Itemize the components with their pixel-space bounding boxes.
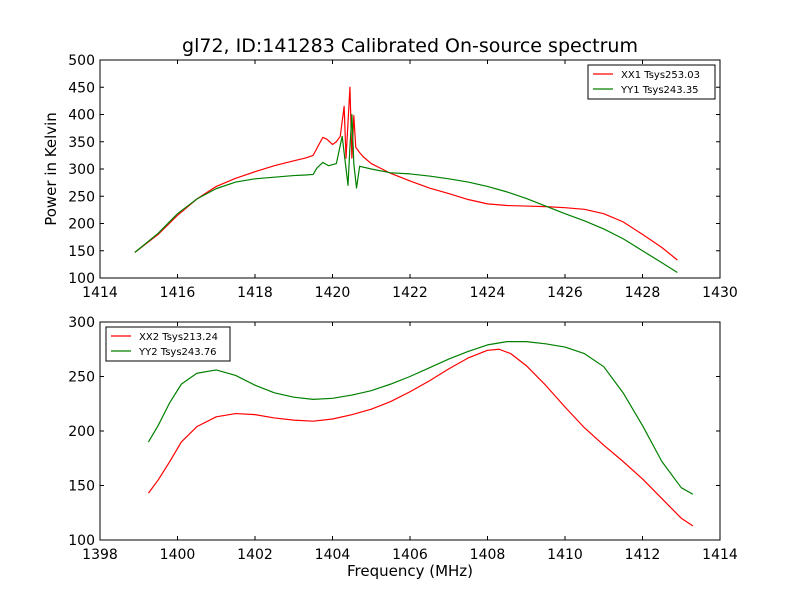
bottom-x-tick-label: 1410 [547, 547, 583, 563]
top-y-tick-label: 450 [68, 80, 95, 96]
top-x-tick-label: 1414 [82, 285, 118, 301]
bottom-legend-box [105, 326, 231, 362]
bottom-x-tick-label: 1402 [237, 547, 273, 563]
bottom-x-tick-label: 1404 [315, 547, 351, 563]
bottom-y-tick-label: 100 [68, 533, 95, 549]
top-y-tick-label: 150 [68, 244, 95, 260]
top-y-tick-label: 500 [68, 53, 95, 69]
legend-label-yy1: YY1 Tsys243.35 [620, 85, 699, 96]
bottom-x-tick-label: 1412 [625, 547, 661, 563]
top-y-tick-label: 300 [68, 162, 95, 178]
top-x-tick-label: 1426 [547, 285, 583, 301]
top-legend: XX1 Tsys253.03 YY1 Tsys243.35 [587, 64, 716, 100]
top-x-tick-label: 1418 [237, 285, 273, 301]
legend-label-xx2: XX2 Tsys213.24 [139, 332, 218, 343]
top-y-tick-label: 400 [68, 108, 95, 124]
top-x-tick-label: 1420 [315, 285, 351, 301]
top-y-tick-label: 250 [68, 189, 95, 205]
bottom-x-tick-label: 1408 [470, 547, 506, 563]
bottom-x-tick-label: 1400 [160, 547, 196, 563]
top-series-line-1 [134, 113, 678, 274]
chart-title: gl72, ID:141283 Calibrated On-source spe… [182, 35, 638, 57]
bottom-y-tick-label: 250 [68, 370, 95, 386]
bottom-series-line-0 [147, 348, 694, 527]
top-chart: 1414 1416 1418 1420 1422 1424 1426 1428 1430 100 1… [42, 53, 738, 301]
top-legend-box [587, 64, 716, 100]
bottom-series-layer [147, 341, 694, 527]
bottom-y-tick-label: 200 [68, 424, 95, 440]
top-y-tick-label: 100 [68, 271, 95, 287]
legend-label-yy2: YY2 Tsys243.76 [138, 347, 217, 358]
top-y-axis-label: Power in Kelvin [42, 112, 60, 226]
top-ticks-layer: 1414 1416 1418 1420 1422 1424 1426 1428 1430 100 1… [68, 53, 738, 301]
bottom-x-axis-label: Frequency (MHz) [347, 562, 473, 580]
bottom-x-tick-label: 1414 [702, 547, 738, 563]
bottom-ticks-layer: 1398 1400 1402 1404 1406 1408 1410 1412 1414 100 1… [68, 315, 738, 563]
bottom-y-tick-label: 300 [68, 315, 95, 331]
top-x-tick-label: 1424 [470, 285, 506, 301]
bottom-series-line-1 [147, 341, 694, 495]
top-x-tick-label: 1422 [392, 285, 428, 301]
top-y-tick-label: 350 [68, 135, 95, 151]
bottom-x-tick-label: 1398 [82, 547, 118, 563]
top-y-tick-label: 200 [68, 217, 95, 233]
top-x-tick-label: 1428 [625, 285, 661, 301]
bottom-chart: 1398 1400 1402 1404 1406 1408 1410 1412 1414 100 1… [68, 315, 738, 580]
bottom-y-tick-label: 150 [68, 479, 95, 495]
top-x-tick-label: 1430 [702, 285, 738, 301]
top-x-tick-label: 1416 [160, 285, 196, 301]
bottom-x-tick-label: 1406 [392, 547, 428, 563]
legend-label-xx1: XX1 Tsys253.03 [621, 70, 700, 81]
top-series-layer [134, 86, 678, 274]
bottom-legend: XX2 Tsys213.24 YY2 Tsys243.76 [105, 326, 231, 362]
